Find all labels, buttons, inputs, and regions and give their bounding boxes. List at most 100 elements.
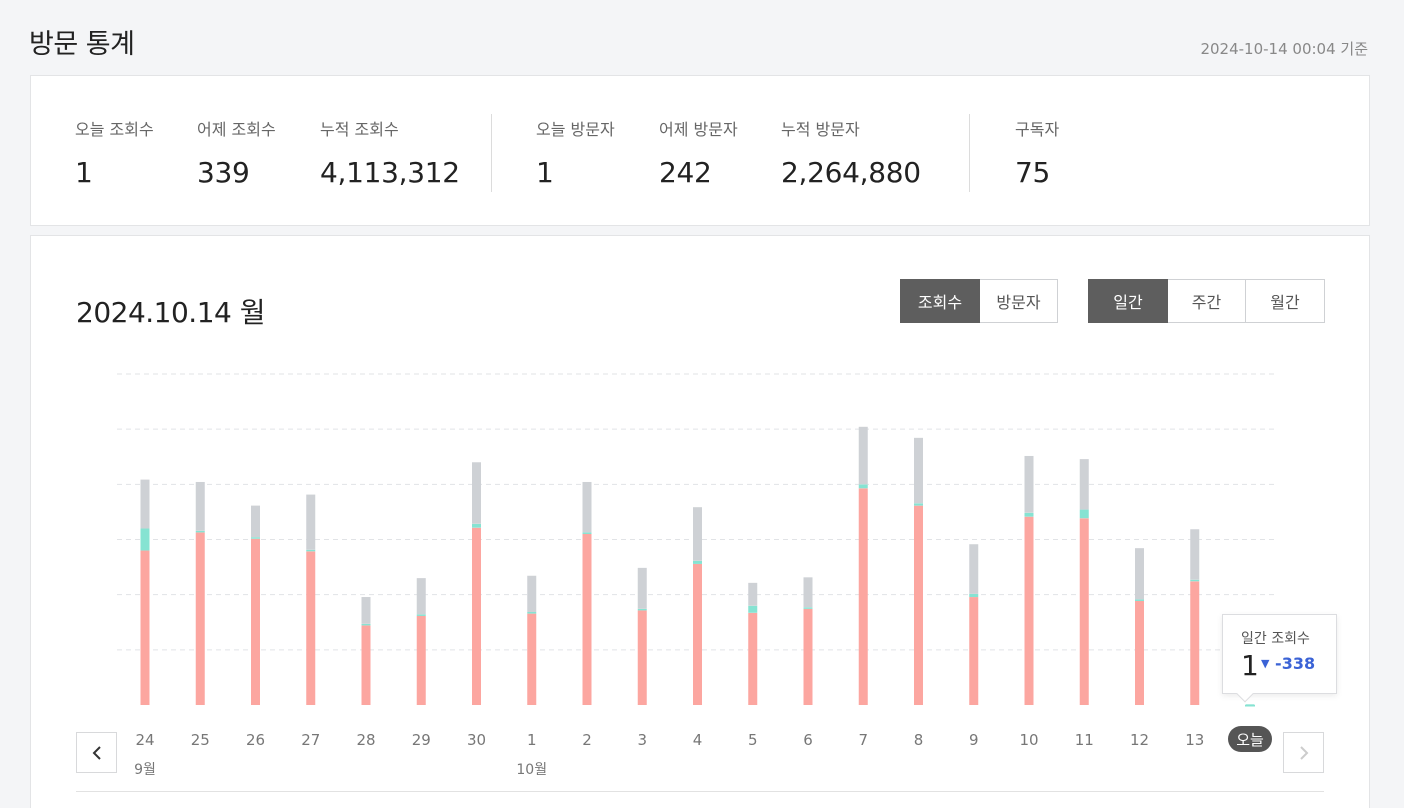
timestamp: 2024-10-14 00:04 기준 [1200, 40, 1368, 58]
tooltip-change-value: -338 [1275, 654, 1316, 673]
bar-segment [693, 560, 702, 564]
bar-segment [637, 610, 647, 705]
bar-segment [140, 528, 150, 551]
bar-segment [416, 615, 426, 705]
bar-segment [251, 505, 260, 538]
chevron-right-icon [1299, 745, 1308, 760]
tick-label-today: 오늘 [1236, 731, 1264, 749]
stat-value: 2,264,880 [781, 156, 921, 189]
stat-value: 339 [197, 156, 250, 189]
bar-segment [1024, 455, 1034, 513]
bar-segment [472, 523, 481, 528]
stat-total-views: 누적 조회수 4,113,312 [320, 116, 460, 189]
bar-segment [416, 614, 426, 616]
tick-label: 3 [637, 731, 647, 749]
stat-label: 누적 방문자 [781, 120, 860, 139]
bar-segment [306, 551, 316, 705]
stat-label: 오늘 조회수 [75, 120, 154, 139]
bar-segment [416, 578, 426, 615]
stat-total-visitors: 누적 방문자 2,264,880 [781, 116, 921, 189]
divider [491, 114, 492, 192]
bar-segment [637, 567, 647, 609]
stat-label: 누적 조회수 [320, 120, 399, 139]
bar-segment [306, 549, 316, 552]
bar-segment [472, 462, 481, 524]
bar-segment [1024, 512, 1034, 517]
stat-value: 75 [1015, 156, 1051, 189]
bar-segment [1079, 459, 1089, 510]
bar-gap [1245, 703, 1255, 705]
tick-label: 9 [969, 731, 979, 749]
bar-segment [527, 612, 537, 614]
bottom-divider [76, 791, 1324, 792]
tick-label: 12 [1130, 731, 1149, 749]
tick-label: 30 [467, 731, 486, 749]
stat-value: 4,113,312 [320, 156, 460, 189]
tick-label: 8 [914, 731, 924, 749]
stat-yesterday-views: 어제 조회수 339 [197, 116, 276, 189]
bar-segment [1190, 581, 1200, 705]
bar-segment [582, 481, 592, 533]
tick-label: 7 [858, 731, 868, 749]
month-label: 9월 [134, 762, 156, 778]
bar-segment [858, 426, 868, 485]
weekly-button[interactable]: 주간 [1168, 279, 1246, 323]
stat-value: 1 [536, 156, 554, 189]
bar-segment [637, 608, 647, 611]
period-toggle: 일간 주간 월간 [1088, 279, 1325, 323]
bar-segment [1135, 548, 1144, 600]
bar-segment [748, 612, 758, 705]
bar-segment [748, 605, 758, 613]
bar-segment [969, 597, 979, 705]
tick-label: 27 [301, 731, 320, 749]
bar-segment [693, 563, 702, 705]
views-button[interactable]: 조회수 [900, 279, 980, 323]
bar-segment [1024, 516, 1034, 705]
bar-segment [858, 484, 868, 489]
bar-segment [582, 533, 592, 705]
bar-segment [140, 550, 150, 705]
bar-segment [1190, 529, 1200, 580]
stat-label: 구독자 [1015, 120, 1060, 139]
bar-segment [472, 527, 481, 705]
bar-segment [748, 582, 758, 606]
chart-card: 2024.10.14 월 조회수 방문자 일간 주간 월간 24 25 26 27 28… [30, 235, 1370, 808]
bar-segment [1135, 599, 1144, 601]
tick-label: 2 [582, 731, 592, 749]
chevron-left-icon [92, 745, 101, 760]
stat-yesterday-visitors: 어제 방문자 242 [659, 116, 738, 189]
monthly-button[interactable]: 월간 [1246, 279, 1325, 323]
bar-segment [914, 505, 923, 705]
tick-label: 29 [412, 731, 431, 749]
divider [969, 114, 970, 192]
tick-label: 13 [1185, 731, 1204, 749]
stat-subscribers: 구독자 75 [1015, 116, 1059, 189]
prev-button[interactable] [76, 732, 117, 773]
tick-label: 26 [246, 731, 265, 749]
tick-label: 6 [803, 731, 813, 749]
bar-segment [306, 494, 316, 550]
chart-date: 2024.10.14 월 [76, 296, 265, 329]
bar-segment [195, 481, 205, 531]
next-button[interactable] [1283, 732, 1324, 773]
today-pill [1228, 726, 1272, 752]
bar-segment [969, 544, 979, 594]
bar-segment [361, 623, 371, 626]
stat-value: 242 [659, 156, 712, 189]
tooltip-value: 1 [1241, 649, 1259, 682]
bar-segment [361, 625, 371, 705]
bar-segment [527, 575, 537, 613]
bar-segment [1245, 704, 1255, 705]
tick-label: 5 [748, 731, 758, 749]
visitors-button[interactable]: 방문자 [980, 279, 1058, 323]
daily-button[interactable]: 일간 [1088, 279, 1168, 323]
stat-label: 어제 조회수 [197, 120, 276, 139]
bar-segment [803, 608, 813, 705]
bar-segment [527, 613, 537, 705]
tooltip-label: 일간 조회수 [1241, 631, 1310, 647]
tick-label: 11 [1075, 731, 1094, 749]
bar-segment [1135, 600, 1144, 705]
bar-segment [251, 537, 260, 539]
tick-label: 4 [693, 731, 703, 749]
bar-segment [969, 593, 979, 598]
